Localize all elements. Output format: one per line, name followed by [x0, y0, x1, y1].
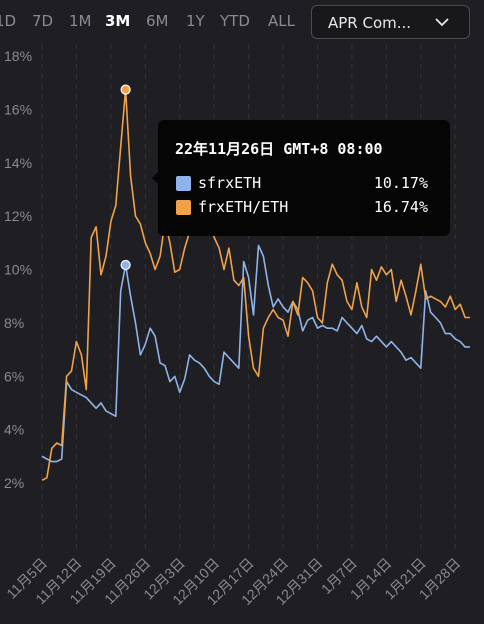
- series-line-frxeth-eth: [41, 88, 470, 482]
- tooltip-row-sfrxeth: sfrxETH 10.17%: [176, 174, 438, 194]
- highlight-points: [120, 84, 158, 271]
- range-3m-button[interactable]: 3M: [105, 12, 131, 30]
- y-tick-label: 14%: [4, 155, 32, 171]
- x-axis: 11月5日11月12日11月19日11月26日12月3日12月10日12月17日…: [3, 555, 463, 608]
- tooltip-series-value: 16.74%: [373, 198, 428, 216]
- series-line-sfrxeth: [41, 244, 470, 463]
- frxeth-legend-swatch: [176, 200, 191, 215]
- chevron-down-icon: [435, 18, 449, 27]
- tooltip-series-name: frxETH/ETH: [198, 198, 289, 216]
- highlight-point-frxeth-eth: [120, 84, 131, 95]
- range-1m-button[interactable]: 1M: [69, 12, 92, 30]
- tooltip-series-name: sfrxETH: [198, 174, 262, 192]
- y-tick-label: 8%: [4, 315, 24, 331]
- chart-tooltip: 22年11月26日 GMT+8 08:00 sfrxETH 10.17% frx…: [158, 120, 450, 236]
- y-tick-label: 4%: [4, 422, 24, 438]
- tooltip-date: 22年11月26日 GMT+8 08:00: [175, 140, 383, 158]
- y-tick-label: 2%: [4, 475, 24, 491]
- y-tick-label: 18%: [4, 48, 32, 64]
- range-all-button[interactable]: ALL: [268, 12, 295, 30]
- range-1y-button[interactable]: 1Y: [186, 12, 205, 30]
- range-1d-button[interactable]: 1D: [0, 12, 17, 30]
- apr-comparison-dropdown[interactable]: APR Com...: [311, 5, 470, 39]
- toolbar: 1D 7D 1M 3M 6M 1Y YTD ALL APR Com...: [0, 0, 484, 44]
- tooltip-row-frxeth: frxETH/ETH 16.74%: [176, 198, 438, 218]
- y-tick-label: 10%: [4, 262, 32, 278]
- range-ytd-button[interactable]: YTD: [220, 12, 250, 30]
- y-tick-label: 12%: [4, 208, 32, 224]
- y-axis: 2% 4% 6% 8% 10% 12% 14% 16% 18%: [4, 48, 32, 491]
- highlight-point-sfrxeth: [120, 259, 131, 271]
- range-7d-button[interactable]: 7D: [32, 12, 54, 30]
- series-lines: [41, 88, 470, 482]
- tooltip-pointer: [152, 172, 158, 184]
- y-tick-label: 16%: [4, 101, 32, 117]
- y-tick-label: 6%: [4, 368, 24, 384]
- range-6m-button[interactable]: 6M: [146, 12, 169, 30]
- sfrxeth-legend-swatch: [176, 176, 191, 191]
- dropdown-label: APR Com...: [328, 14, 412, 32]
- tooltip-series-value: 10.17%: [373, 174, 428, 192]
